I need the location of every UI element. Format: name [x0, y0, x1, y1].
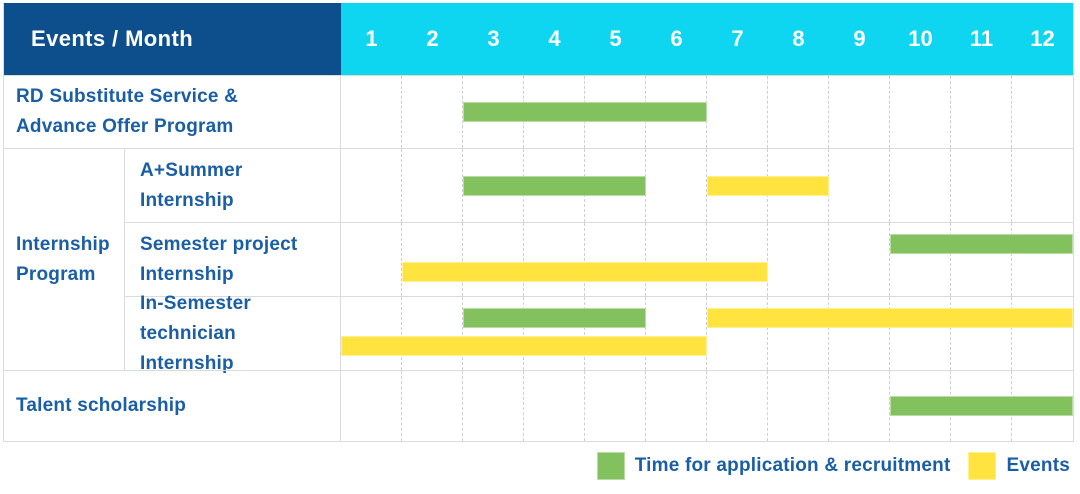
label-line: Internship [140, 189, 234, 211]
chart-row [341, 148, 1073, 222]
bar-recruitment [463, 175, 646, 196]
month-grid-line [584, 223, 585, 296]
bar-events [402, 262, 768, 282]
legend-swatch-events [968, 452, 997, 480]
row-label-rd-substitute: RD Substitute Service & Advance Offer Pro… [4, 75, 341, 148]
bar-recruitment [890, 234, 1073, 254]
page-title: Events / Month [31, 26, 194, 51]
legend-item-recruitment: Time for application & recruitment [596, 452, 951, 480]
month-label: 12 [1030, 26, 1055, 51]
label-line: Advance Offer Program [16, 116, 234, 137]
month-grid-line [950, 223, 951, 296]
month-grid-line [889, 76, 890, 148]
month-label: 2 [426, 26, 439, 51]
month-grid-line [889, 149, 890, 222]
chart-row [341, 370, 1073, 441]
month-grid-line [462, 371, 463, 441]
month-grid-line [950, 297, 951, 370]
month-grid-line [1011, 223, 1012, 296]
legend-label: Events [1006, 455, 1070, 476]
label-line: A+Summer [140, 159, 243, 181]
month-grid-line [828, 371, 829, 441]
month-label: 4 [548, 26, 561, 51]
month-grid-line [828, 76, 829, 148]
chart-row [341, 75, 1073, 148]
month-grid-line [706, 297, 707, 370]
month-grid-line [767, 371, 768, 441]
month-grid-line [950, 76, 951, 148]
month-grid-line [706, 371, 707, 441]
month-grid-line [645, 223, 646, 296]
month-label: 1 [365, 26, 378, 51]
bar-recruitment [463, 102, 707, 122]
bar-recruitment [890, 396, 1073, 416]
row-label-talent-scholarship: Talent scholarship [4, 370, 341, 441]
label-line: Internship [16, 233, 110, 255]
month-grid-line [706, 223, 707, 296]
month-grid-line [706, 149, 707, 222]
month-grid-line [401, 297, 402, 370]
bar-events [707, 308, 1073, 328]
month-label: 6 [670, 26, 683, 51]
month-grid-line [645, 371, 646, 441]
month-label: 9 [853, 26, 866, 51]
month-grid-line [767, 76, 768, 148]
label-line: technician Internship [140, 322, 236, 374]
month-label: 7 [731, 26, 744, 51]
month-grid-line [401, 149, 402, 222]
legend: Time for application & recruitment Events [596, 452, 1070, 480]
month-grid-line [1011, 149, 1012, 222]
bar-events [707, 175, 829, 196]
month-grid-line [523, 371, 524, 441]
month-grid-line [950, 149, 951, 222]
month-grid-line [584, 371, 585, 441]
label-line: Semester project [140, 233, 298, 255]
month-grid-line [401, 371, 402, 441]
month-grid-line [462, 297, 463, 370]
month-grid-line [523, 223, 524, 296]
row-label-semester-project: Semester project Internship [125, 222, 341, 296]
month-grid-line [828, 223, 829, 296]
month-grid-line [889, 297, 890, 370]
group-label-internship-program: Internship Program [4, 148, 125, 370]
month-grid-line [889, 223, 890, 296]
month-grid-line [462, 76, 463, 148]
legend-item-events: Events [968, 452, 1070, 480]
month-label: 10 [908, 26, 933, 51]
month-grid-line [462, 149, 463, 222]
month-grid-line [767, 297, 768, 370]
row-label-in-semester-technician: In-Semester technician Internship [125, 293, 341, 374]
month-header-row: 1 2 3 4 5 6 7 8 9 10 11 12 [341, 3, 1073, 75]
row-label-a-plus-summer: A+Summer Internship [125, 148, 341, 222]
month-label: 3 [487, 26, 500, 51]
legend-label: Time for application & recruitment [634, 455, 951, 476]
month-label: 11 [969, 26, 994, 51]
month-grid-line [523, 297, 524, 370]
chart-row [341, 222, 1073, 296]
month-grid-line [1011, 76, 1012, 148]
schedule-table: Events / Month 1 2 3 4 5 6 7 8 9 10 11 12 RD Substi… [3, 3, 1074, 442]
label-line: RD Substitute Service & [16, 86, 239, 107]
chart-row [341, 296, 1073, 370]
bar-recruitment [463, 308, 646, 328]
month-grid-line [645, 297, 646, 370]
month-grid-line [584, 297, 585, 370]
month-grid-line [462, 223, 463, 296]
bar-events [341, 336, 707, 356]
month-grid-line [401, 76, 402, 148]
month-grid-line [767, 223, 768, 296]
label-line: In-Semester [140, 292, 251, 314]
label-line: Talent scholarship [16, 395, 187, 416]
month-grid-line [828, 297, 829, 370]
month-label: 8 [792, 26, 805, 51]
table-title-cell: Events / Month [4, 3, 341, 75]
month-label: 5 [609, 26, 622, 51]
month-grid-line [1011, 297, 1012, 370]
label-line: Program [16, 263, 96, 285]
month-grid-line [889, 371, 890, 441]
legend-swatch-recruitment [596, 452, 625, 480]
month-grid-line [401, 223, 402, 296]
label-line: Internship [140, 263, 234, 285]
